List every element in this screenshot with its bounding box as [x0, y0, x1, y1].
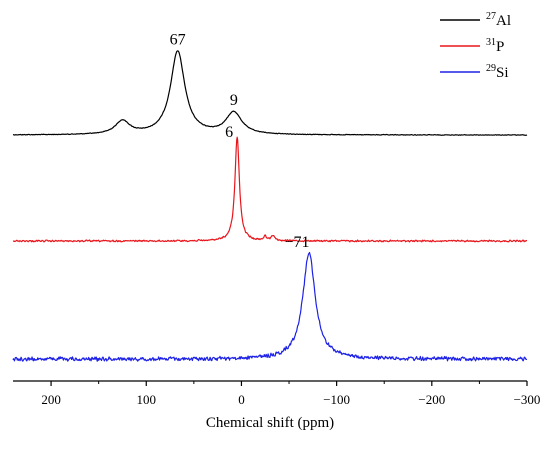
x-axis: 200 100 0 −100 −200 −300 Chemical shift (ppm): [13, 380, 540, 431]
legend-label-p: 31P: [486, 37, 504, 55]
x-axis-ticks: 200 100 0 −100 −200 −300: [41, 381, 540, 407]
legend: 27Al 31P 29Si: [440, 11, 511, 81]
series-line-p: [12, 136, 528, 243]
x-tick-label: 200: [41, 392, 61, 407]
spectra-group: [12, 50, 528, 362]
peak-label-si-0: −71: [285, 234, 310, 251]
series-line-al: [12, 50, 528, 136]
x-axis-title: Chemical shift (ppm): [206, 415, 334, 431]
legend-label-al: 27Al: [486, 11, 511, 29]
peak-label-al-1: 9: [230, 92, 238, 109]
peak-label-p-0: 6: [225, 124, 233, 141]
peak-label-al-0: 67: [170, 32, 186, 49]
legend-label-si: 29Si: [486, 63, 509, 81]
x-tick-label: 0: [238, 392, 245, 407]
peak-labels-group: 67 9 6 −71: [170, 32, 310, 251]
x-tick-label: −200: [418, 392, 445, 407]
x-tick-label: 100: [137, 392, 157, 407]
x-tick-label: −100: [323, 392, 350, 407]
series-line-si: [12, 251, 528, 362]
x-tick-label: −300: [514, 392, 541, 407]
